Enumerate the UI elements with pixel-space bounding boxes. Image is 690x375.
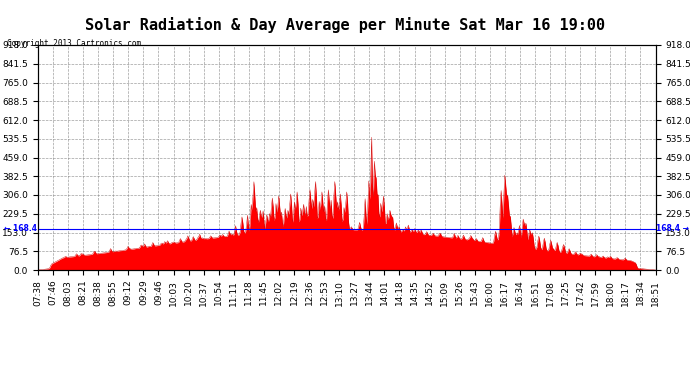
Text: ← 168.4: ← 168.4 (4, 224, 37, 233)
Text: Solar Radiation & Day Average per Minute Sat Mar 16 19:00: Solar Radiation & Day Average per Minute… (85, 17, 605, 33)
Text: Copyright 2013 Cartronics.com: Copyright 2013 Cartronics.com (7, 39, 141, 48)
Text: 168.4 →: 168.4 → (656, 224, 689, 233)
